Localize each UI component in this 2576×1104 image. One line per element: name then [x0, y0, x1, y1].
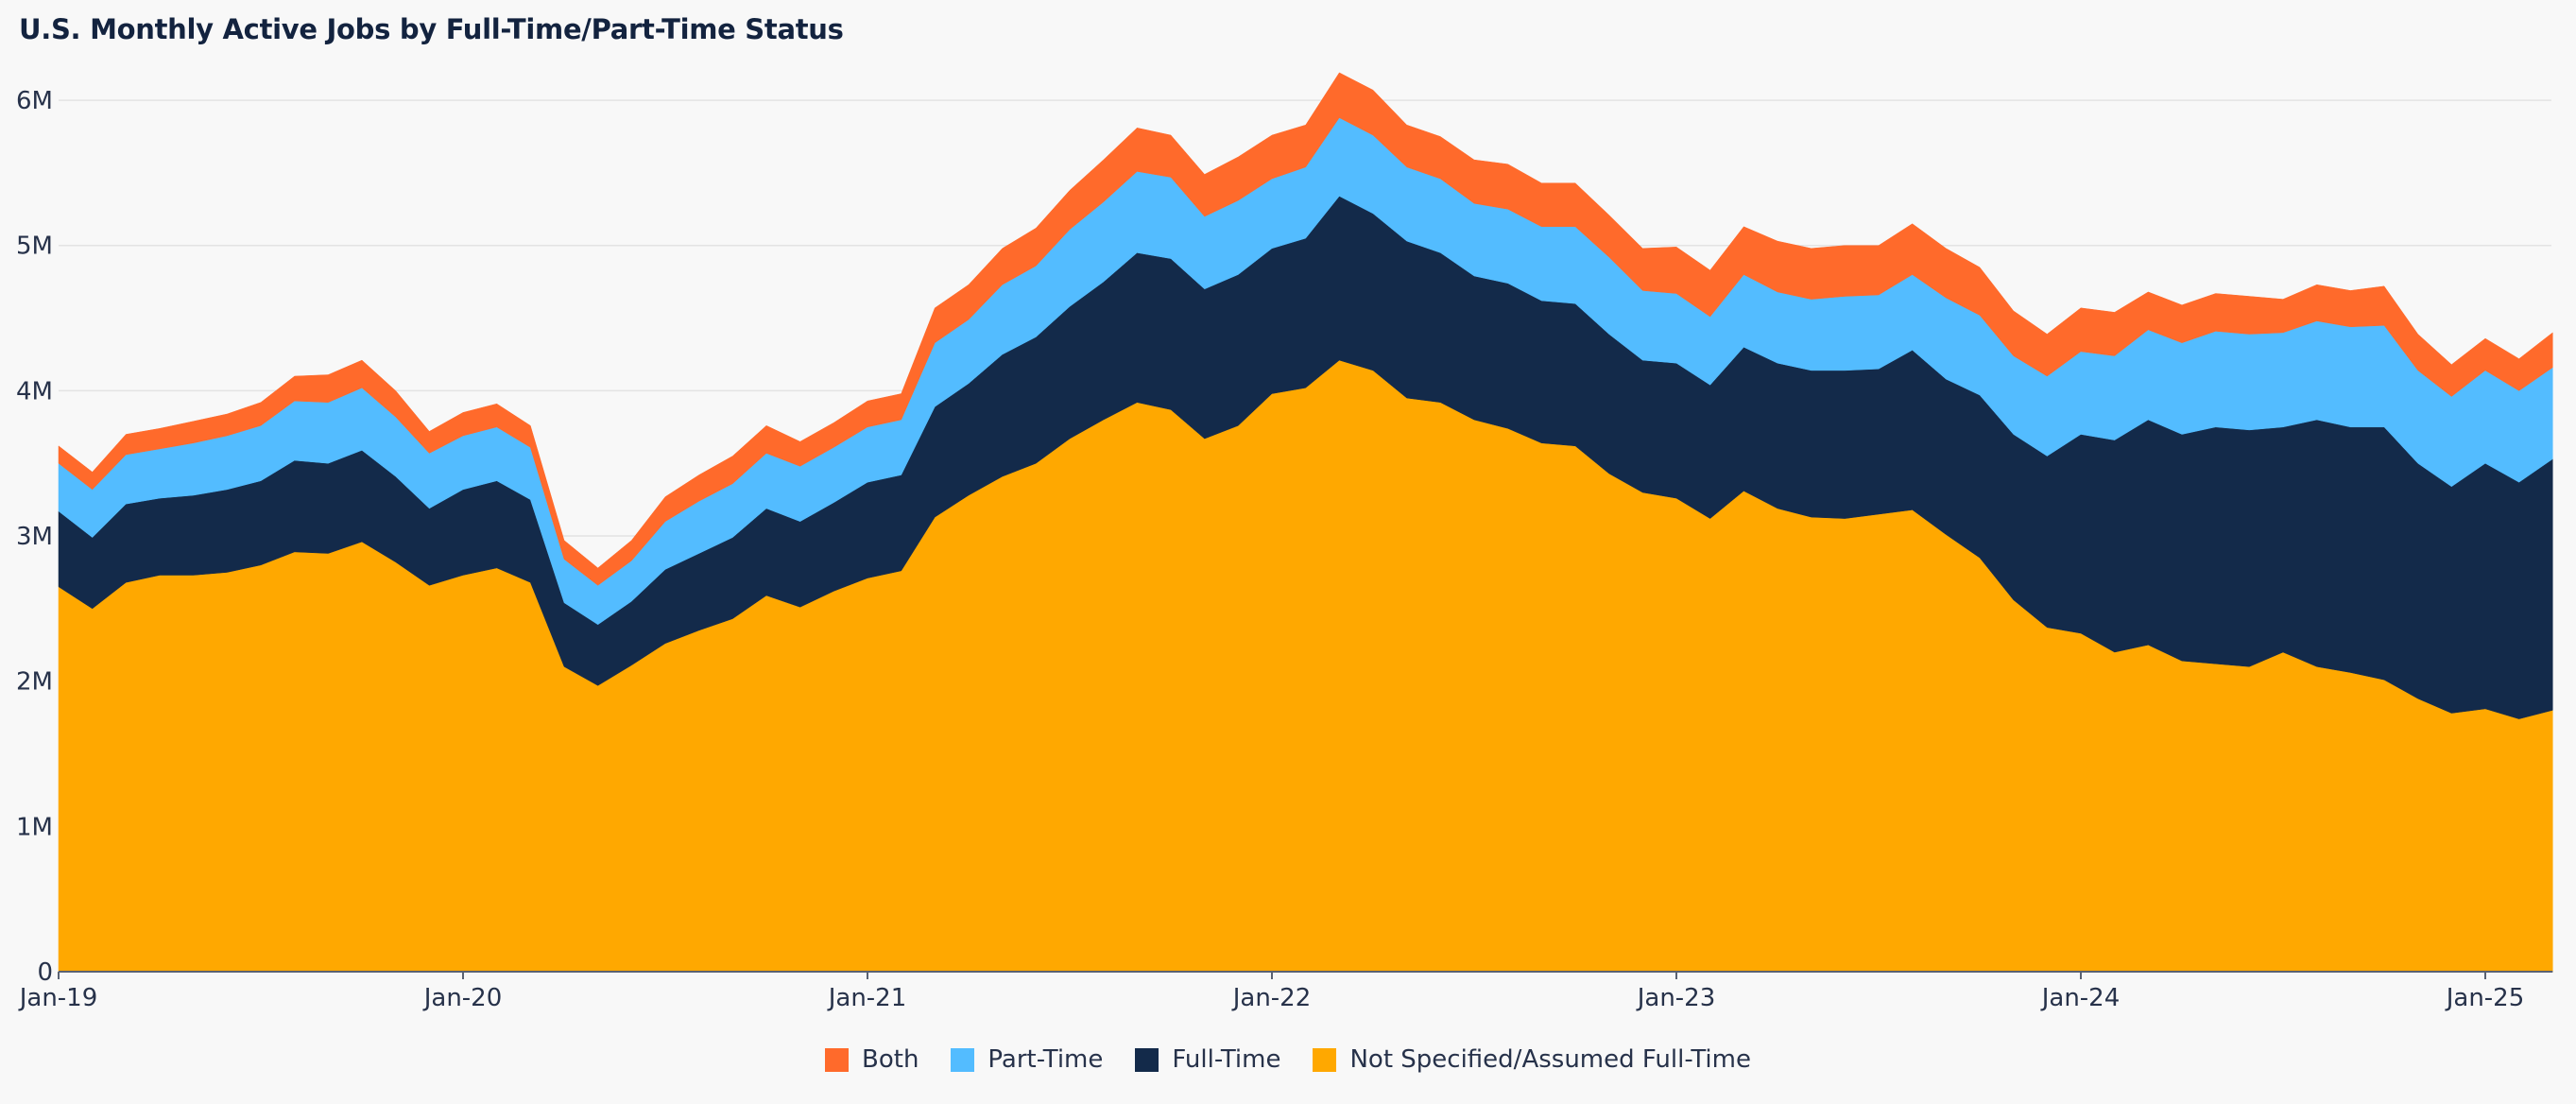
x-tick-label: Jan-20 [422, 984, 503, 1012]
legend-label-part-time: Part-Time [987, 1045, 1104, 1074]
legend-swatch-part-time [951, 1047, 975, 1072]
x-tick-label: Jan-19 [18, 984, 98, 1012]
legend-label-not-specified: Not Specified/Assumed Full-Time [1349, 1045, 1751, 1074]
legend-item-both[interactable]: Both [825, 1045, 919, 1074]
y-tick-label: 5M [16, 233, 53, 261]
legend-item-part-time[interactable]: Part-Time [951, 1045, 1103, 1074]
legend-swatch-both [825, 1047, 849, 1072]
stacked-areas [58, 72, 2553, 973]
x-tick-label: Jan-23 [1636, 984, 1716, 1012]
legend-label-both: Both [862, 1045, 919, 1074]
y-tick-label: 4M [16, 377, 53, 405]
y-tick-label: 0 [37, 958, 53, 987]
y-tick-label: 1M [16, 813, 53, 841]
legend-item-not-specified[interactable]: Not Specified/Assumed Full-Time [1313, 1045, 1751, 1074]
x-tick-label: Jan-24 [2040, 984, 2121, 1012]
chart-title: U.S. Monthly Active Jobs by Full-Time/Pa… [19, 13, 844, 45]
legend-item-full-time[interactable]: Full-Time [1135, 1045, 1280, 1074]
x-tick-label: Jan-21 [827, 984, 907, 1012]
y-tick-label: 2M [16, 668, 53, 697]
legend-swatch-full-time [1135, 1047, 1159, 1072]
axes: 0 1M 2M 3M 4M 5M 6M Jan-19 Jan-20 Jan-21 Jan-22 Jan… [16, 87, 2553, 1012]
y-tick-label: 3M [16, 523, 53, 551]
x-tick-label: Jan-22 [1231, 984, 1312, 1012]
y-tick-label: 6M [16, 87, 53, 115]
legend: Both Part-Time Full-Time Not Specified/A… [0, 1045, 2576, 1074]
area-series-both[interactable] [58, 72, 2553, 586]
x-tick-label: Jan-25 [2445, 984, 2525, 1012]
legend-label-full-time: Full-Time [1172, 1045, 1281, 1074]
legend-swatch-not-specified [1313, 1047, 1337, 1072]
